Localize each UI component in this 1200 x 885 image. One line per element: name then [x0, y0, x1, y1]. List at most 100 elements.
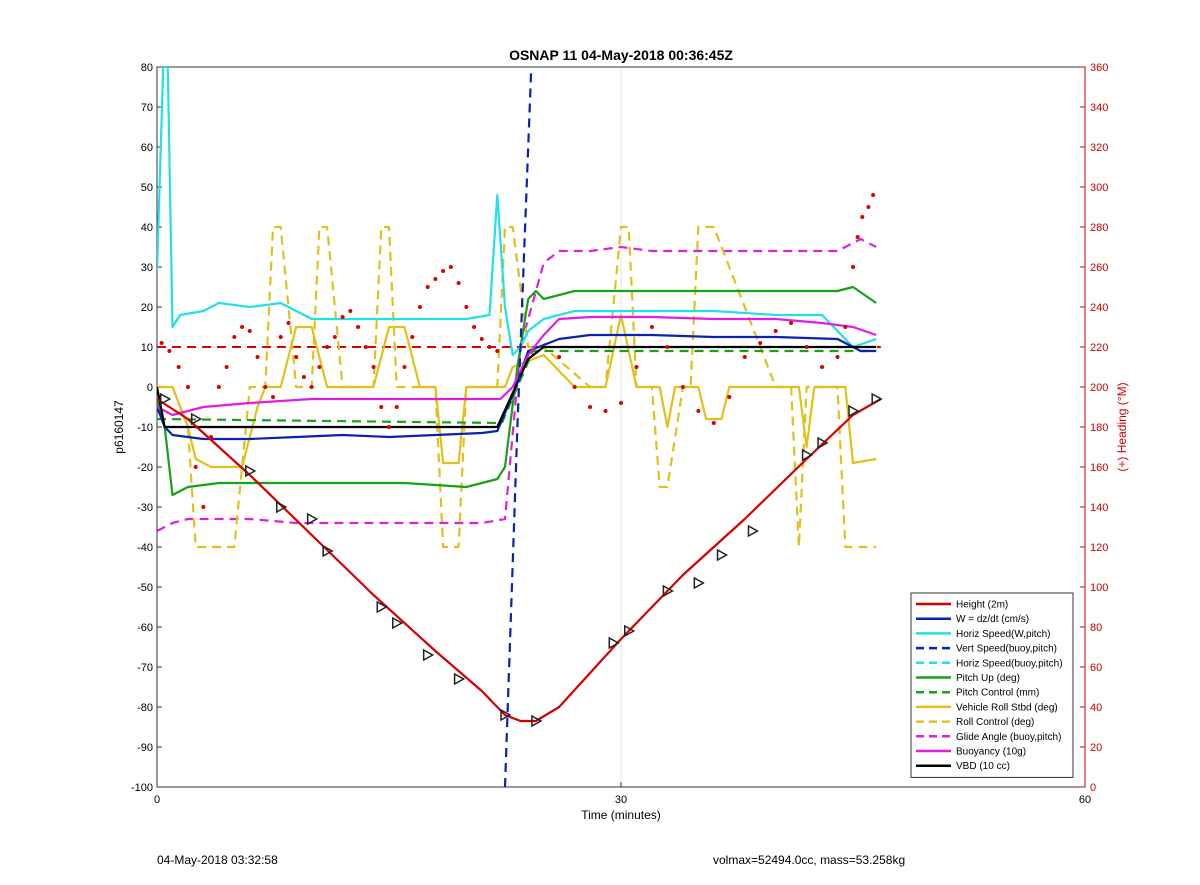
heading-point [348, 309, 353, 313]
height-marker [871, 392, 883, 406]
heading-point [301, 375, 306, 379]
y-tick-label-left: 50 [141, 182, 153, 194]
legend-label: Vehicle Roll Stbd (deg) [956, 702, 1058, 713]
heading-point [433, 277, 438, 281]
heading-point [387, 425, 391, 429]
heading-point [855, 235, 860, 239]
heading-point [464, 305, 469, 309]
legend-label: W = dz/dt (cm/s) [956, 614, 1029, 625]
heading-point [402, 365, 407, 369]
height-marker [453, 672, 466, 686]
heading-point [356, 325, 361, 329]
height-marker [817, 436, 829, 450]
series-line-0 [157, 398, 882, 723]
height-marker [422, 648, 435, 662]
y-tick-label-left: 80 [141, 62, 153, 74]
heading-point [572, 385, 577, 389]
y-tick-label-left: 30 [141, 262, 153, 274]
y-tick-label-left: 20 [141, 302, 153, 314]
heading-point [843, 325, 848, 329]
heading-point [425, 285, 430, 289]
x-tick-label: 60 [1079, 794, 1091, 806]
heading-point [332, 335, 337, 339]
footer-date: 04-May-2018 03:32:58 [157, 853, 278, 867]
y-tick-label-left: -20 [137, 462, 153, 474]
heading-point [247, 329, 252, 333]
y-tick-label-right: 360 [1090, 62, 1108, 74]
y-tick-label-right: 280 [1090, 222, 1108, 234]
height-marker [662, 584, 674, 598]
heading-point [278, 335, 283, 339]
heading-point [340, 315, 345, 319]
heading-point [441, 269, 446, 273]
y-tick-label-left: -90 [137, 742, 153, 754]
heading-point [557, 355, 562, 359]
y-axis-label-left: p6160147 [112, 400, 126, 454]
heading-point [456, 281, 461, 285]
heading-point [159, 341, 164, 345]
height-marker [693, 576, 705, 590]
legend-label: Horiz Speed(W,pitch) [956, 629, 1050, 640]
y-tick-label-left: -50 [137, 582, 153, 594]
height-marker [322, 544, 334, 558]
height-marker [391, 616, 404, 630]
heading-point [634, 365, 639, 369]
height-marker [531, 714, 543, 728]
heading-point [804, 345, 809, 349]
heading-point [758, 341, 763, 345]
heading-point [472, 325, 477, 329]
height-marker [306, 512, 319, 526]
heading-point [325, 345, 330, 349]
y-tick-label-left: 70 [141, 102, 153, 114]
y-tick-label-right: 240 [1090, 302, 1108, 314]
heading-point [835, 355, 840, 359]
x-tick-label: 30 [615, 794, 627, 806]
legend-label: Glide Angle (buoy,pitch) [956, 732, 1061, 743]
height-marker [608, 636, 620, 650]
heading-point [603, 409, 608, 413]
y-tick-label-right: 60 [1090, 662, 1102, 674]
height-marker [245, 464, 257, 478]
heading-point [665, 345, 670, 349]
series-line-5 [157, 285, 877, 497]
heading-point [167, 349, 172, 353]
heading-point [487, 345, 492, 349]
y-tick-label-left: 10 [141, 342, 153, 354]
heading-point [394, 405, 399, 409]
heading-point [410, 335, 415, 339]
heading-point [294, 355, 299, 359]
height-marker [747, 524, 760, 538]
heading-point [696, 409, 701, 413]
y-tick-label-right: 300 [1090, 182, 1108, 194]
heading-point [417, 305, 422, 309]
series-line-10 [157, 315, 877, 417]
y-tick-label-left: 60 [141, 142, 153, 154]
y-tick-label-right: 100 [1090, 582, 1108, 594]
heading-point [851, 265, 855, 269]
y-tick-label-left: -10 [137, 422, 153, 434]
heading-point [860, 215, 865, 219]
y-axis-label-right: (+) Heading (°M) [1115, 382, 1129, 471]
heading-point [240, 325, 245, 329]
y-tick-label-right: 220 [1090, 342, 1108, 354]
height-marker [623, 624, 636, 638]
y-tick-label-left: -60 [137, 622, 153, 634]
y-tick-label-right: 20 [1090, 742, 1102, 754]
heading-point [866, 205, 871, 209]
legend-label: Pitch Up (deg) [956, 673, 1020, 684]
series-line-2 [157, 67, 877, 357]
heading-point [820, 365, 825, 369]
y-tick-label-right: 40 [1090, 702, 1102, 714]
y-tick-label-right: 80 [1090, 622, 1102, 634]
x-axis-label: Time (minutes) [581, 808, 661, 822]
heading-point [185, 385, 190, 389]
y-tick-label-right: 260 [1090, 262, 1108, 274]
y-tick-label-left: -70 [137, 662, 153, 674]
height-marker [159, 392, 172, 406]
heading-point [363, 345, 368, 349]
y-tick-label-left: 40 [141, 222, 153, 234]
x-tick-label: 0 [154, 794, 160, 806]
series-line-3 [503, 67, 533, 787]
heading-point [773, 329, 778, 333]
